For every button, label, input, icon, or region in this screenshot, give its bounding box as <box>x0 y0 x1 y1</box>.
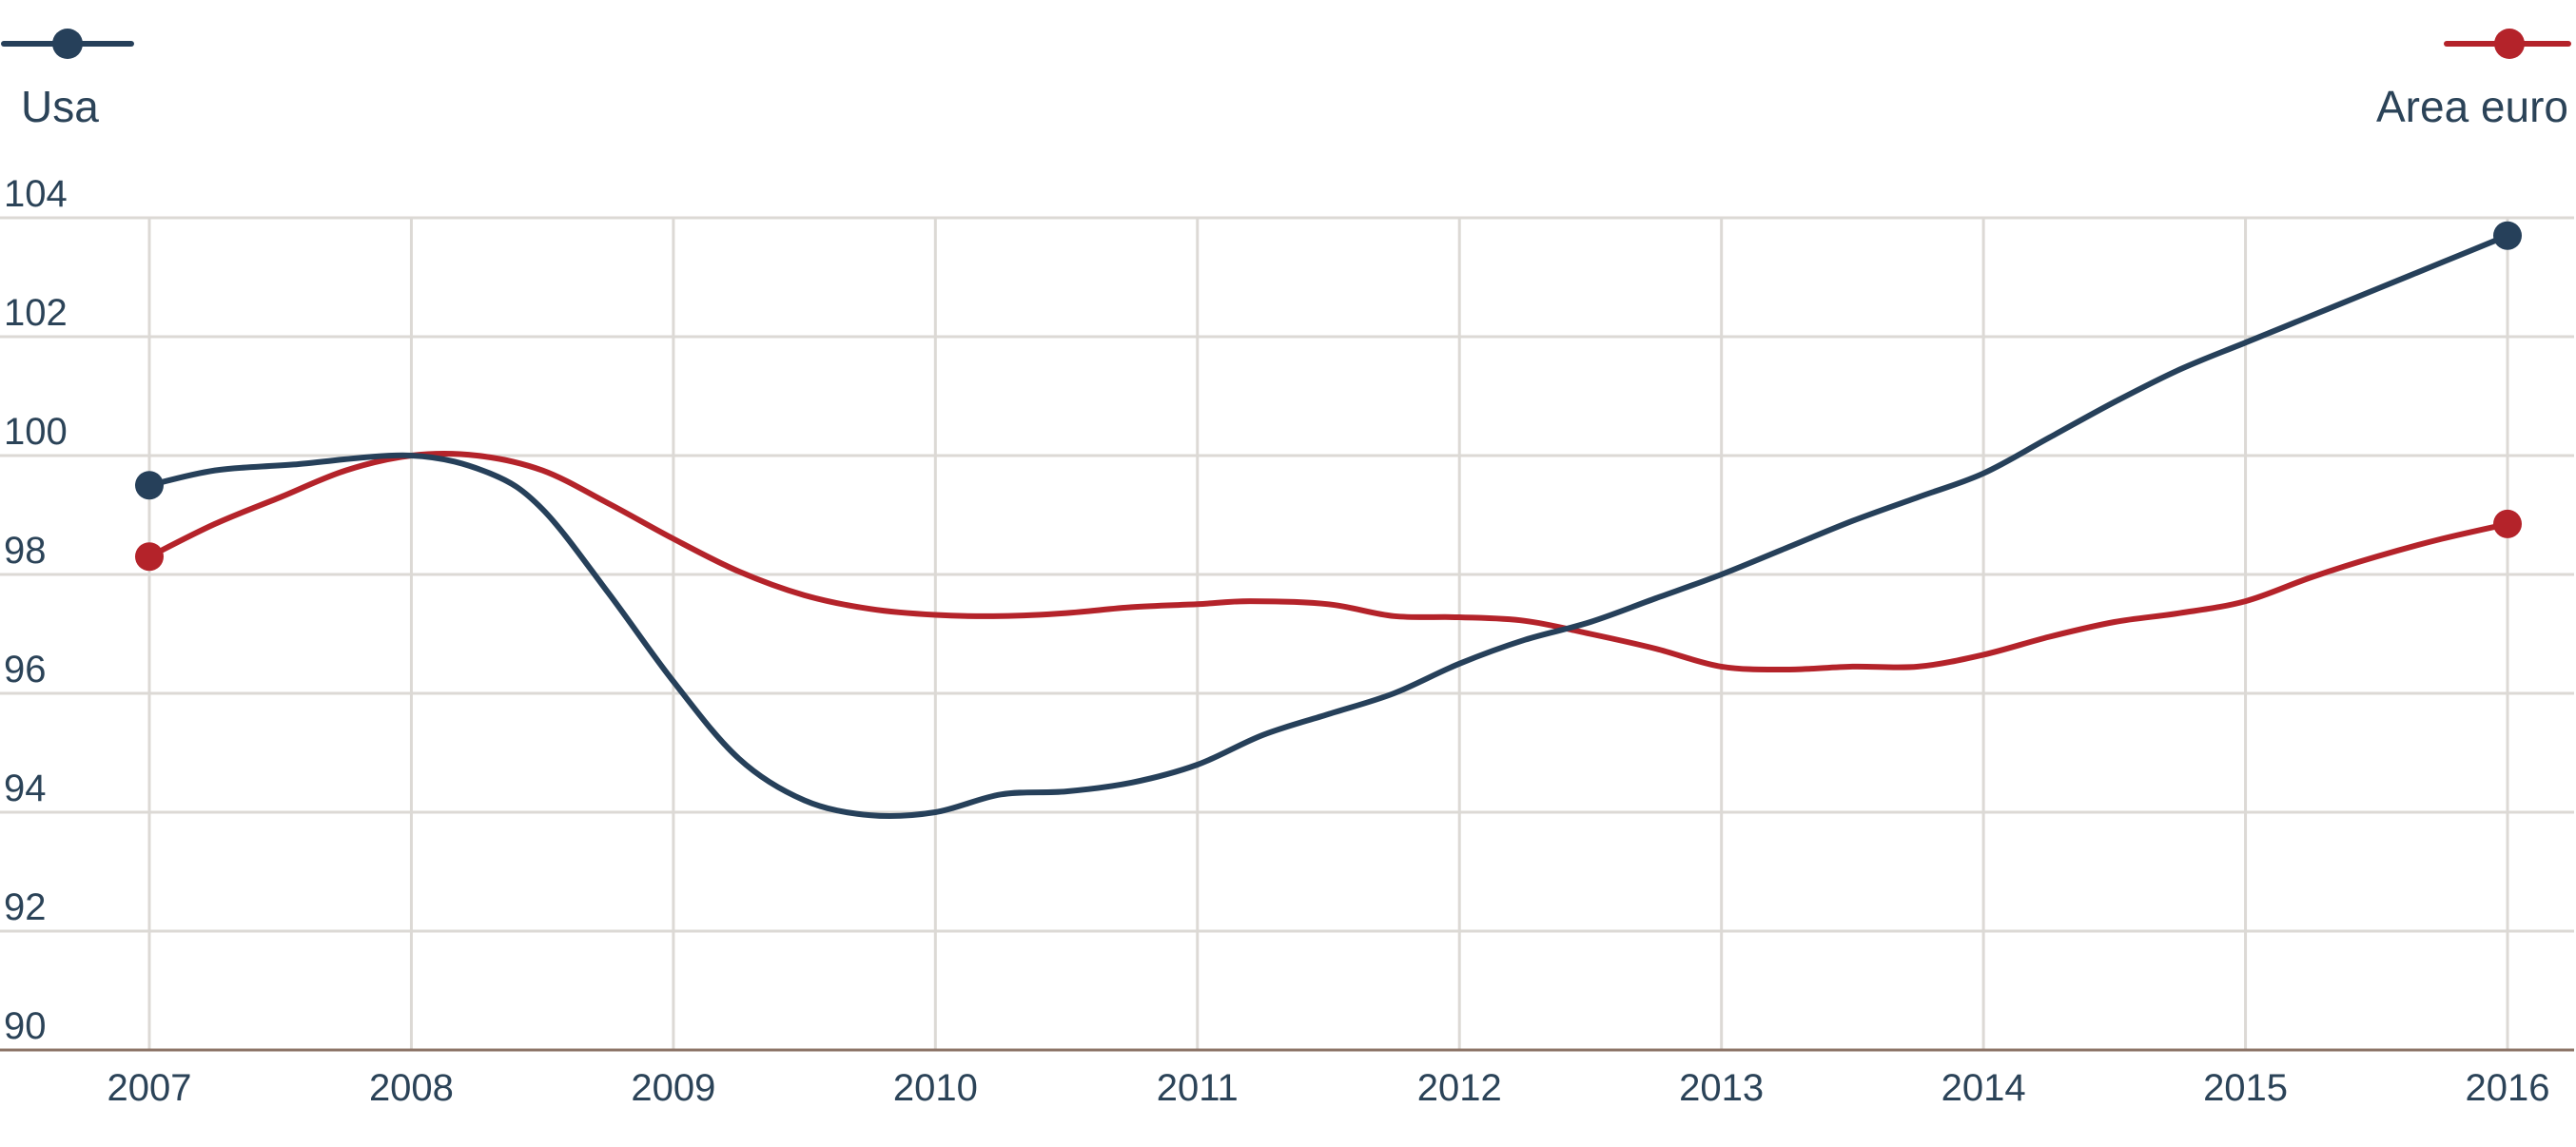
series-start-marker-usa <box>135 471 164 500</box>
x-tick-label: 2014 <box>1942 1067 2026 1109</box>
y-tick-label: 92 <box>4 886 47 928</box>
x-tick-label: 2010 <box>893 1067 978 1109</box>
y-tick-label: 96 <box>4 649 47 690</box>
y-tick-label: 100 <box>4 411 68 453</box>
x-tick-label: 2012 <box>1417 1067 1502 1109</box>
x-tick-label: 2007 <box>107 1067 192 1109</box>
y-tick-label: 104 <box>4 173 68 215</box>
legend-label-area-euro: Area euro <box>2376 82 2568 131</box>
series-line-area-euro <box>146 451 2510 673</box>
x-tick-label: 2011 <box>1157 1067 1239 1109</box>
y-tick-label: 90 <box>4 1005 47 1047</box>
x-tick-label: 2015 <box>2203 1067 2288 1109</box>
series-lines <box>135 221 2522 820</box>
series-end-marker-area-euro <box>2493 509 2522 538</box>
y-tick-labels: 90 92 94 96 98 100 102 104 <box>4 173 68 1047</box>
legend: Usa Area euro <box>1 29 2571 131</box>
x-tick-label: 2009 <box>631 1067 715 1109</box>
x-tick-labels: 2007 2008 2009 2010 2011 2012 2013 2014 2015 2016 <box>107 1067 2550 1109</box>
legend-marker-usa <box>52 29 83 59</box>
gridlines <box>0 216 2574 1050</box>
y-tick-label: 98 <box>4 530 47 572</box>
y-tick-label: 94 <box>4 768 47 809</box>
x-tick-label: 2016 <box>2466 1067 2550 1109</box>
x-tick-label: 2008 <box>369 1067 454 1109</box>
legend-marker-area-euro <box>2494 29 2525 59</box>
y-tick-label: 102 <box>4 292 68 334</box>
series-start-marker-area-euro <box>135 542 164 572</box>
legend-label-usa: Usa <box>21 82 99 131</box>
series-end-marker-usa <box>2493 221 2522 250</box>
x-tick-label: 2013 <box>1679 1067 1764 1109</box>
series-line-usa <box>146 232 2510 820</box>
